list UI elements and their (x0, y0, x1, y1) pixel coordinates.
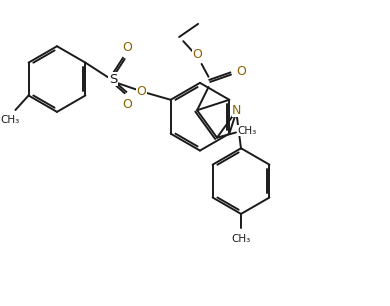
Text: CH₃: CH₃ (0, 115, 19, 125)
Text: O: O (136, 85, 146, 98)
Text: N: N (232, 104, 241, 117)
Text: CH₃: CH₃ (238, 126, 257, 136)
Text: O: O (193, 48, 202, 61)
Text: O: O (236, 65, 246, 78)
Text: CH₃: CH₃ (231, 234, 251, 244)
Text: S: S (109, 73, 117, 86)
Text: O: O (122, 42, 132, 54)
Text: O: O (122, 98, 132, 111)
